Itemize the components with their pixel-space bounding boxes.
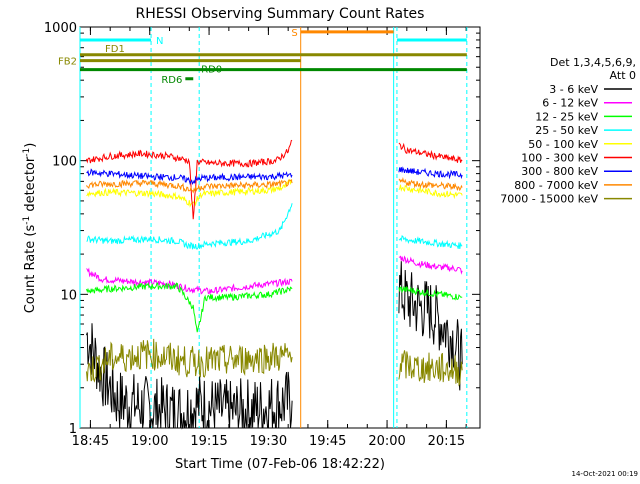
series-line — [86, 338, 293, 383]
y-label-part-2: detector — [23, 156, 38, 216]
series-line — [86, 139, 293, 220]
series-line — [398, 350, 463, 387]
legend-label: 7000 - 15000 keV — [500, 193, 598, 206]
series-line — [86, 282, 293, 333]
legend-label: 6 - 12 keV — [542, 97, 598, 110]
series-line — [398, 184, 463, 200]
flag-bar-label: N — [156, 36, 163, 47]
flag-bar-label: FB2 — [58, 57, 77, 68]
chart-title: RHESSI Observing Summary Count Rates — [136, 6, 425, 22]
series-line — [398, 285, 463, 301]
y-tick-label: 100 — [52, 155, 77, 170]
series-line — [86, 168, 293, 186]
series-line — [86, 323, 293, 430]
x-tick-label: 19:45 — [309, 434, 346, 449]
legend-title-line-1: Det 1,3,4,5,6,9, — [550, 56, 636, 69]
y-label-sup-1: -1 — [22, 216, 32, 225]
legend-label: 50 - 100 keV — [528, 138, 598, 151]
footer-date: 14-Oct-2021 00:19 — [572, 470, 638, 478]
flag-bar-label: RD0 — [201, 65, 222, 76]
y-label-sup-2: -1 — [22, 148, 32, 157]
y-tick-label: 1 — [69, 422, 77, 437]
series-line — [398, 142, 463, 163]
x-tick-label: 18:45 — [72, 434, 109, 449]
series-line — [86, 203, 293, 250]
x-tick-label: 20:00 — [368, 434, 405, 449]
flag-bar-label: S — [291, 28, 297, 39]
legend-label: 100 - 300 keV — [521, 152, 598, 165]
legend-label: 300 - 800 keV — [521, 165, 598, 178]
x-tick-label: 19:15 — [190, 434, 227, 449]
y-tick-label: 1000 — [44, 21, 77, 36]
y-label-part-3: ) — [23, 143, 38, 148]
y-label-part-1: Count Rate (s — [23, 225, 38, 314]
legend-title-line-2: Att 0 — [610, 69, 636, 82]
series-line — [86, 179, 293, 208]
series-line — [398, 166, 463, 180]
series-line — [86, 267, 293, 295]
y-axis-label: Count Rate (s-1 detector-1) — [22, 143, 38, 314]
x-axis-label: Start Time (07-Feb-06 18:42:22) — [175, 457, 385, 472]
flag-bar-label: FD1 — [105, 44, 125, 55]
flag-bar-label: RD6 — [161, 75, 182, 86]
x-tick-label: 20:15 — [428, 434, 465, 449]
legend-label: 3 - 6 keV — [549, 83, 598, 96]
legend-label: 800 - 7000 keV — [514, 179, 598, 192]
series-line — [398, 176, 463, 192]
x-tick-label: 19:00 — [131, 434, 168, 449]
series-line — [86, 178, 293, 194]
legend-label: 25 - 50 keV — [535, 124, 598, 137]
series-line — [398, 235, 463, 249]
y-tick-label: 10 — [60, 288, 77, 303]
series-line — [398, 255, 463, 275]
legend-label: 12 - 25 keV — [535, 110, 598, 123]
x-tick-label: 19:30 — [250, 434, 287, 449]
